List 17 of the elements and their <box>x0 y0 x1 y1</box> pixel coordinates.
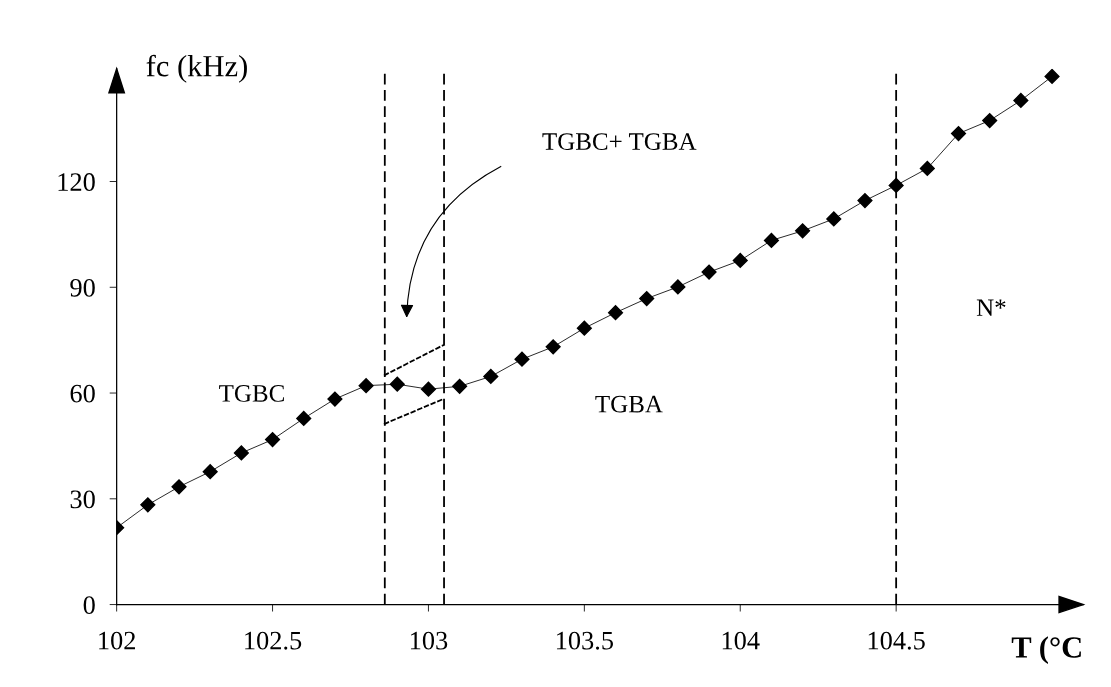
y-tick-label: 60 <box>70 384 95 403</box>
x-tick-label: 104 <box>722 631 760 650</box>
x-tick-label: 104.5 <box>868 631 925 650</box>
annotation: TGBC+ TGBA <box>542 133 697 150</box>
annotation: TGBA <box>595 395 663 413</box>
x-tick-label: 103 <box>410 631 448 650</box>
annotation: N* <box>976 299 1006 316</box>
x-tick-label: 103.5 <box>556 631 614 650</box>
x-tick-label: 102.5 <box>245 631 302 650</box>
x-tick-label: 102 <box>99 631 135 650</box>
annotation: TGBC <box>219 385 284 402</box>
y-tick-label: 120 <box>58 173 95 191</box>
y-axis-title: fc (kHz) <box>146 54 247 83</box>
y-tick-label: 30 <box>70 490 95 509</box>
y-tick-label: 90 <box>70 278 95 297</box>
y-tick-label: 0 <box>83 596 95 614</box>
x-axis-title: T (°C <box>1011 636 1081 664</box>
